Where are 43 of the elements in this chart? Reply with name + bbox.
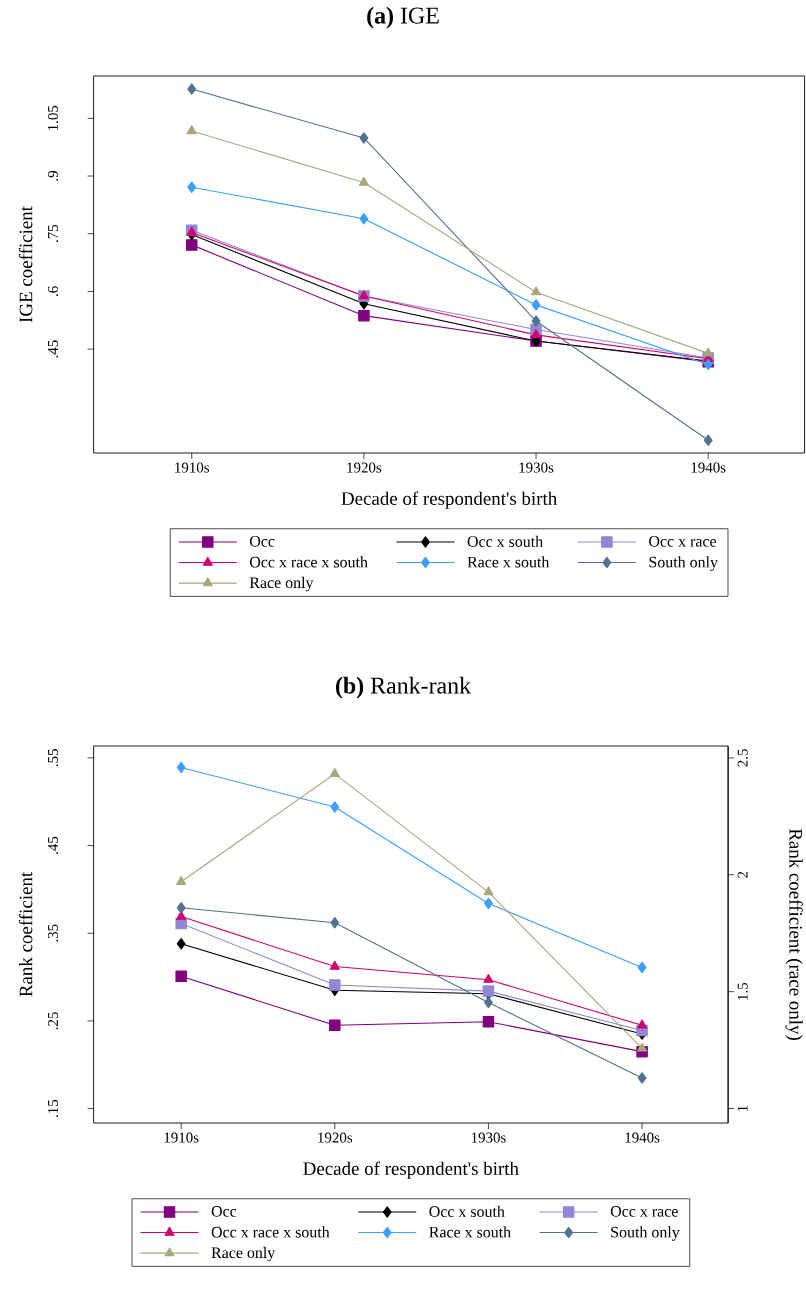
legend-label: Occ x race x south (211, 1226, 330, 1238)
chart-title: (b) Rank-rank (335, 676, 472, 699)
y2-tick-label: 1 (737, 1105, 748, 1111)
y-tick-label: .25 (47, 1012, 59, 1030)
y-tick-label: .55 (48, 749, 59, 767)
legend-label: Race x south (429, 1226, 511, 1238)
legend-label: South only (611, 1226, 680, 1241)
x-tick-label: 1940s (691, 462, 726, 473)
x-tick-label: 1910s (175, 462, 210, 473)
legend-label: Race only (249, 576, 314, 592)
legend-label: Race only (211, 1246, 276, 1262)
x-tick-label: 1910s (164, 1132, 199, 1143)
y-tick-label: .15 (48, 1099, 59, 1117)
y-tick-label: .35 (47, 924, 59, 942)
y2-tick-label: 2 (737, 871, 748, 878)
legend-label: Occ x south (429, 1205, 505, 1217)
y-tick-label: .45 (48, 340, 59, 358)
x-tick-label: 1930s (519, 462, 554, 473)
y2-tick-label: 2.5 (737, 749, 748, 767)
legend-label: Occ x race (610, 1206, 678, 1217)
legend-label: Race x south (467, 556, 550, 568)
y-tick-label: .9 (47, 171, 59, 181)
legend-label: South only (649, 556, 718, 571)
y-axis-title: Rank coefficient (18, 871, 33, 997)
y-tick-label: .75 (48, 224, 59, 243)
y2-tick-label: 1.5 (737, 982, 748, 1000)
chart-title: (a) IGE (367, 6, 439, 29)
y-tick-label: .6 (47, 286, 59, 297)
x-tick-label: 1930s (471, 1132, 506, 1143)
legend-label: Occ (211, 1206, 237, 1217)
legend-label: Occ x race (649, 536, 717, 547)
legend-label: Occ x race x south (249, 556, 368, 568)
y-tick-label: 1.05 (47, 105, 59, 131)
x-tick-label: 1920s (347, 462, 382, 473)
x-tick-label: 1920s (318, 1132, 353, 1143)
x-tick-label: 1940s (625, 1132, 660, 1143)
legend-label: Occ x south (467, 535, 543, 547)
legend-label: Occ (249, 536, 275, 547)
y2-axis-title: Rank coefficient (race only) (785, 828, 803, 1040)
y-axis-title: IGE coefficient (18, 206, 33, 323)
y-tick-label: .45 (48, 836, 59, 854)
x-axis-title: Decade of respondent's birth (341, 491, 557, 509)
x-axis-title: Decade of respondent's birth (303, 1161, 519, 1179)
